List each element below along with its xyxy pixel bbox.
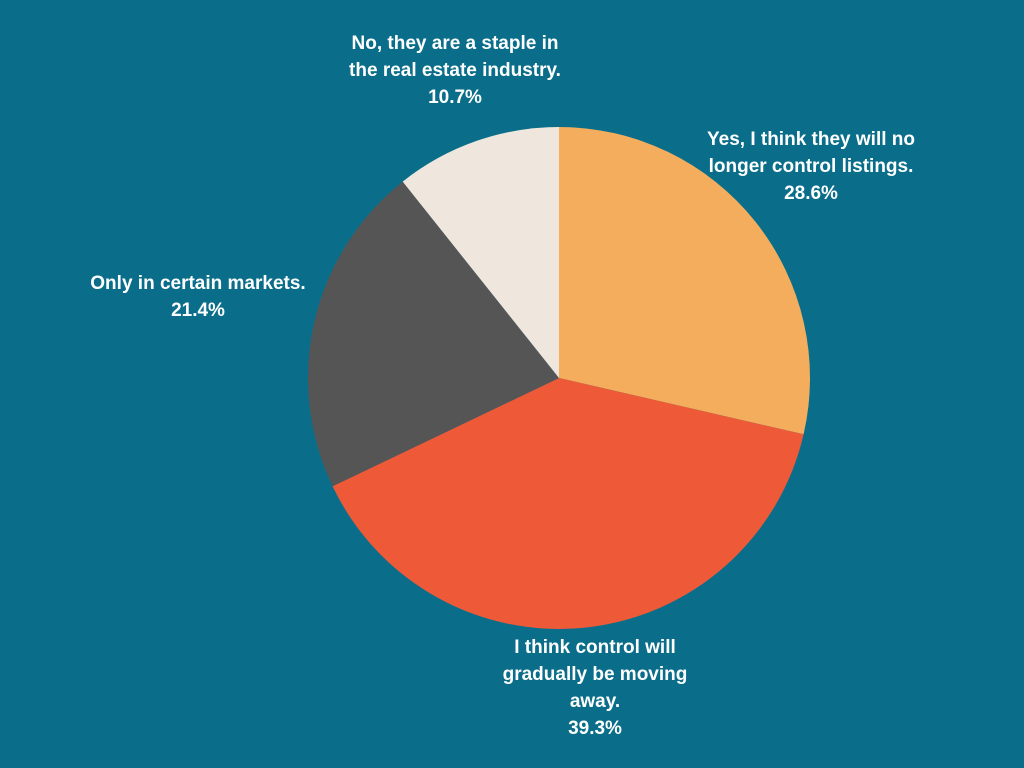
- pie-slice-staple: [402, 127, 559, 378]
- slice-label-text: I think control will gradually be moving…: [502, 637, 688, 712]
- slice-percent: 39.3%: [568, 718, 622, 739]
- slice-label-certain-markets: Only in certain markets. 21.4%: [68, 270, 328, 324]
- slice-label-yes: Yes, I think they will no longer control…: [696, 126, 926, 207]
- slice-label-text: Only in certain markets.: [90, 273, 306, 294]
- slice-percent: 21.4%: [171, 300, 225, 321]
- slice-percent: 28.6%: [784, 183, 838, 204]
- slice-percent: 10.7%: [428, 87, 482, 108]
- pie-slice-yes: [559, 127, 810, 435]
- slice-label-gradually: I think control will gradually be moving…: [480, 634, 710, 742]
- pie-slices: [307, 127, 810, 630]
- slice-label-text: Yes, I think they will no longer control…: [707, 129, 915, 177]
- pie-slice-gradually: [332, 378, 804, 630]
- slice-label-staple: No, they are a staple in the real estate…: [340, 30, 570, 111]
- slice-label-text: No, they are a staple in the real estate…: [349, 33, 561, 81]
- pie-slice-certain-markets: [307, 181, 559, 487]
